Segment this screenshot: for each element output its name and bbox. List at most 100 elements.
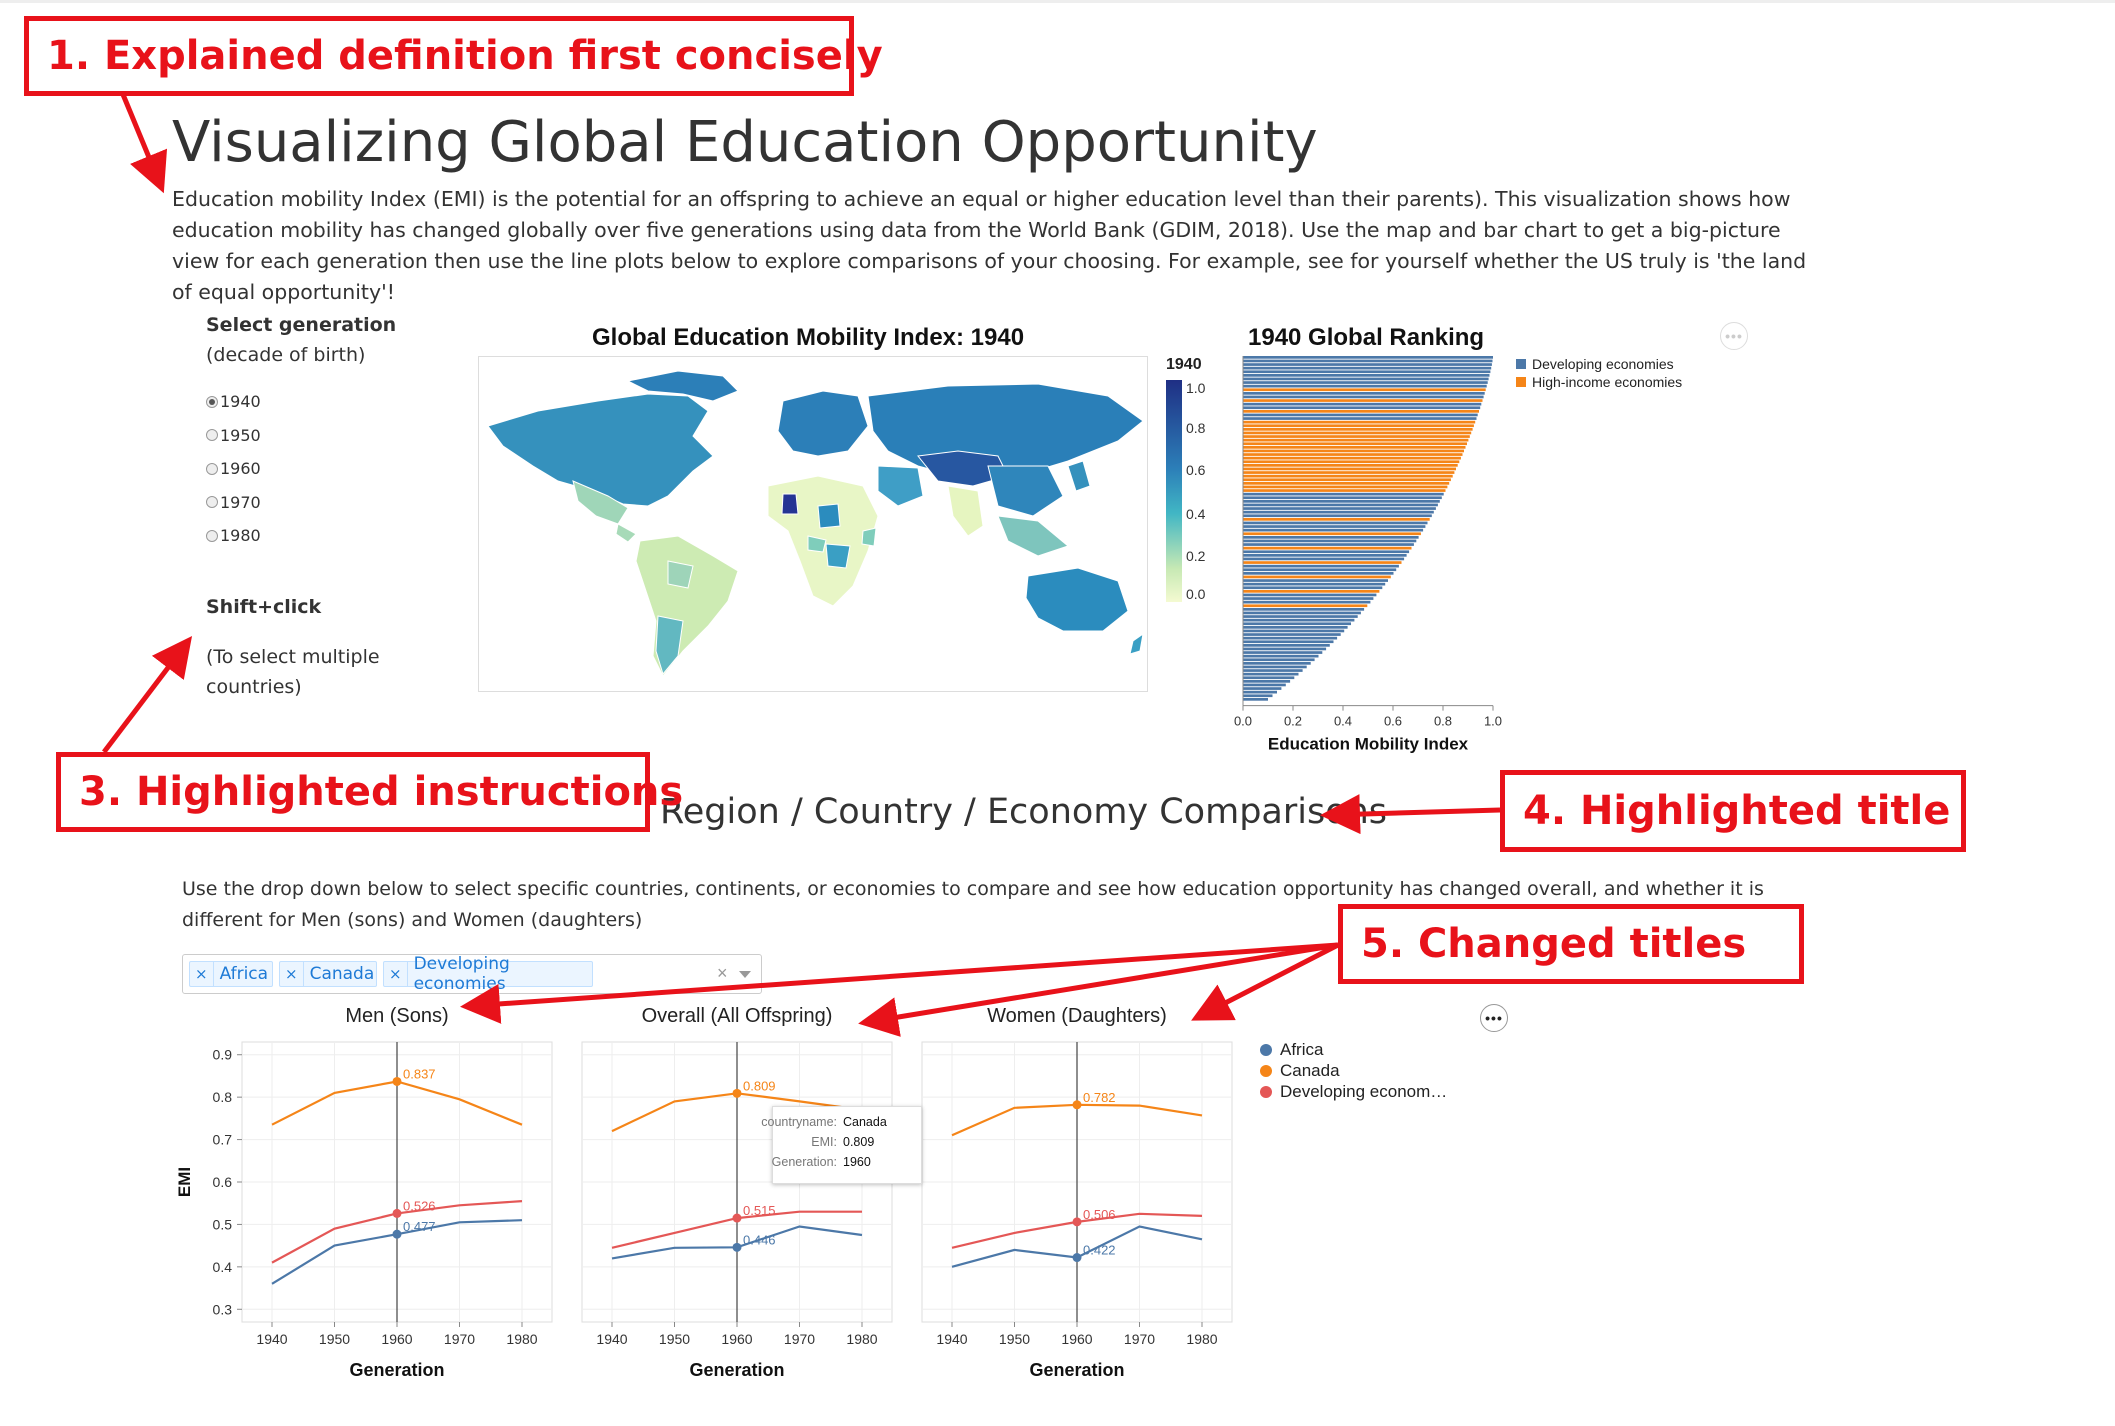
remove-tag-icon[interactable]: ×: [280, 962, 304, 986]
remove-tag-icon[interactable]: ×: [384, 962, 408, 986]
legend-dot-icon: [1260, 1086, 1272, 1098]
ranking-bar: [1243, 698, 1268, 701]
region-selector[interactable]: × Africa × Canada × Developing economies ×: [182, 954, 762, 994]
radio-dot-icon[interactable]: [206, 462, 218, 475]
tag-africa[interactable]: × Africa: [189, 961, 273, 987]
map-legend-tick: 0.2: [1186, 548, 1206, 564]
x-tick-label: 1980: [506, 1331, 537, 1347]
tag-developing-economies[interactable]: × Developing economies: [383, 954, 593, 994]
page-title: Visualizing Global Education Opportunity: [172, 110, 1318, 175]
panel-title: Men (Sons): [345, 1005, 448, 1027]
shift-click-label: Shift+click: [206, 596, 322, 618]
chevron-down-icon[interactable]: [739, 971, 751, 978]
ranking-bar: [1243, 363, 1492, 366]
map-legend-tick: 0.8: [1186, 420, 1206, 436]
ranking-bar: [1243, 600, 1371, 604]
ranking-bar: [1243, 359, 1493, 363]
ranking-bar-chart[interactable]: 0.0 0.2 0.4 0.6 0.8 1.0 Education Mobility Ind…: [1230, 350, 1520, 770]
panel-title: Women (Daughters): [987, 1005, 1167, 1027]
clear-selection-icon[interactable]: ×: [717, 963, 728, 983]
x-tick-label: 1950: [319, 1331, 350, 1347]
world-map[interactable]: [478, 356, 1148, 692]
hover-point: [1072, 1253, 1082, 1263]
ranking-bar: [1243, 410, 1479, 413]
line-legend-item[interactable]: Africa: [1260, 1040, 1323, 1060]
map-new-zealand: [1129, 632, 1144, 655]
x-tick-label: 1980: [846, 1331, 877, 1347]
hover-point: [1072, 1217, 1082, 1227]
generation-radio-1940[interactable]: 1940: [206, 392, 261, 411]
legend-label: Africa: [1280, 1040, 1324, 1059]
radio-dot-icon[interactable]: [206, 496, 218, 508]
ranking-bar: [1243, 597, 1374, 600]
ranking-bar: [1243, 672, 1299, 676]
line-legend-item[interactable]: Canada: [1260, 1061, 1340, 1081]
line-charts[interactable]: Men (Sons) 1940 1950 1960 1970 1980 Generation…: [170, 1000, 1510, 1390]
radio-dot-icon[interactable]: [206, 429, 218, 441]
map-legend-gradient: [1166, 380, 1182, 602]
generation-radio-1950[interactable]: 1950: [206, 426, 261, 445]
generation-radio-1970[interactable]: 1970: [206, 493, 261, 512]
hover-point: [1072, 1100, 1082, 1110]
ranking-bar: [1243, 417, 1477, 420]
line-panel-1: Overall (All Offspring) 1940 1950 1960 1970 1…: [581, 1005, 893, 1380]
radio-dot-icon[interactable]: [206, 395, 218, 408]
ranking-bar: [1243, 384, 1487, 388]
map-legend-title: 1940: [1166, 356, 1202, 373]
value-label: 0.837: [403, 1066, 436, 1081]
x-tick-label: 1960: [381, 1331, 412, 1347]
radio-label: 1960: [220, 459, 261, 478]
hover-point: [392, 1076, 402, 1086]
ranking-bar: [1243, 377, 1489, 381]
callout-3: 3. Highlighted instructions: [56, 752, 683, 832]
ranking-bar: [1243, 496, 1442, 500]
y-tick-label: 0.5: [213, 1216, 233, 1232]
section-description: Use the drop down below to select specif…: [182, 878, 1764, 931]
legend-label: Developing economies: [1532, 356, 1674, 372]
ranking-bar: [1243, 510, 1434, 514]
y-tick-label: 0.9: [213, 1047, 233, 1063]
ranking-bar: [1243, 593, 1377, 597]
ranking-bar: [1243, 615, 1358, 618]
ranking-bar: [1243, 507, 1436, 510]
generation-radio-1960[interactable]: 1960: [206, 459, 261, 478]
hover-point: [392, 1208, 402, 1218]
value-label: 0.446: [743, 1232, 776, 1247]
tag-label: Canada: [309, 964, 375, 984]
tooltip-key: EMI:: [811, 1135, 837, 1149]
map-title: Global Education Mobility Index: 1940: [592, 324, 1025, 351]
generation-radio-1980[interactable]: 1980: [206, 526, 261, 545]
map-australia: [1025, 567, 1129, 632]
map-argentina: [655, 615, 684, 676]
x-tick-label: 1960: [1061, 1331, 1092, 1347]
legend-label: High-income economies: [1532, 374, 1683, 390]
radio-dot-icon[interactable]: [206, 529, 218, 542]
ranking-bar: [1243, 474, 1453, 478]
tag-canada[interactable]: × Canada: [279, 961, 377, 987]
tooltip-key: countryname:: [761, 1115, 837, 1129]
ranking-bar: [1243, 676, 1295, 680]
tooltip-value: Canada: [843, 1115, 887, 1129]
ranking-bar: [1243, 521, 1428, 525]
line-legend-item[interactable]: Developing econom…: [1260, 1082, 1447, 1102]
map-central-america: [615, 523, 637, 543]
ranking-more-icon[interactable]: •••: [1720, 322, 1748, 350]
ranking-bar: [1243, 492, 1444, 496]
ranking-bar: [1243, 471, 1455, 474]
y-tick-label: 0.6: [213, 1174, 233, 1190]
map-congo-region: [825, 543, 851, 569]
ranking-bar: [1243, 518, 1430, 521]
ranking-bar: [1243, 543, 1414, 546]
value-label: 0.477: [403, 1219, 436, 1234]
ranking-bar: [1243, 446, 1466, 449]
map-north-america: [487, 393, 714, 507]
legend-swatch: [1516, 377, 1526, 387]
tag-label: Africa: [219, 964, 269, 984]
hover-point: [732, 1242, 742, 1252]
ranking-bar: [1243, 406, 1481, 410]
ranking-bar: [1243, 579, 1388, 582]
remove-tag-icon[interactable]: ×: [190, 962, 214, 986]
ranking-bar: [1243, 683, 1286, 687]
ranking-tick-label: 0.0: [1234, 714, 1252, 729]
lines-more-icon[interactable]: •••: [1480, 1004, 1508, 1032]
